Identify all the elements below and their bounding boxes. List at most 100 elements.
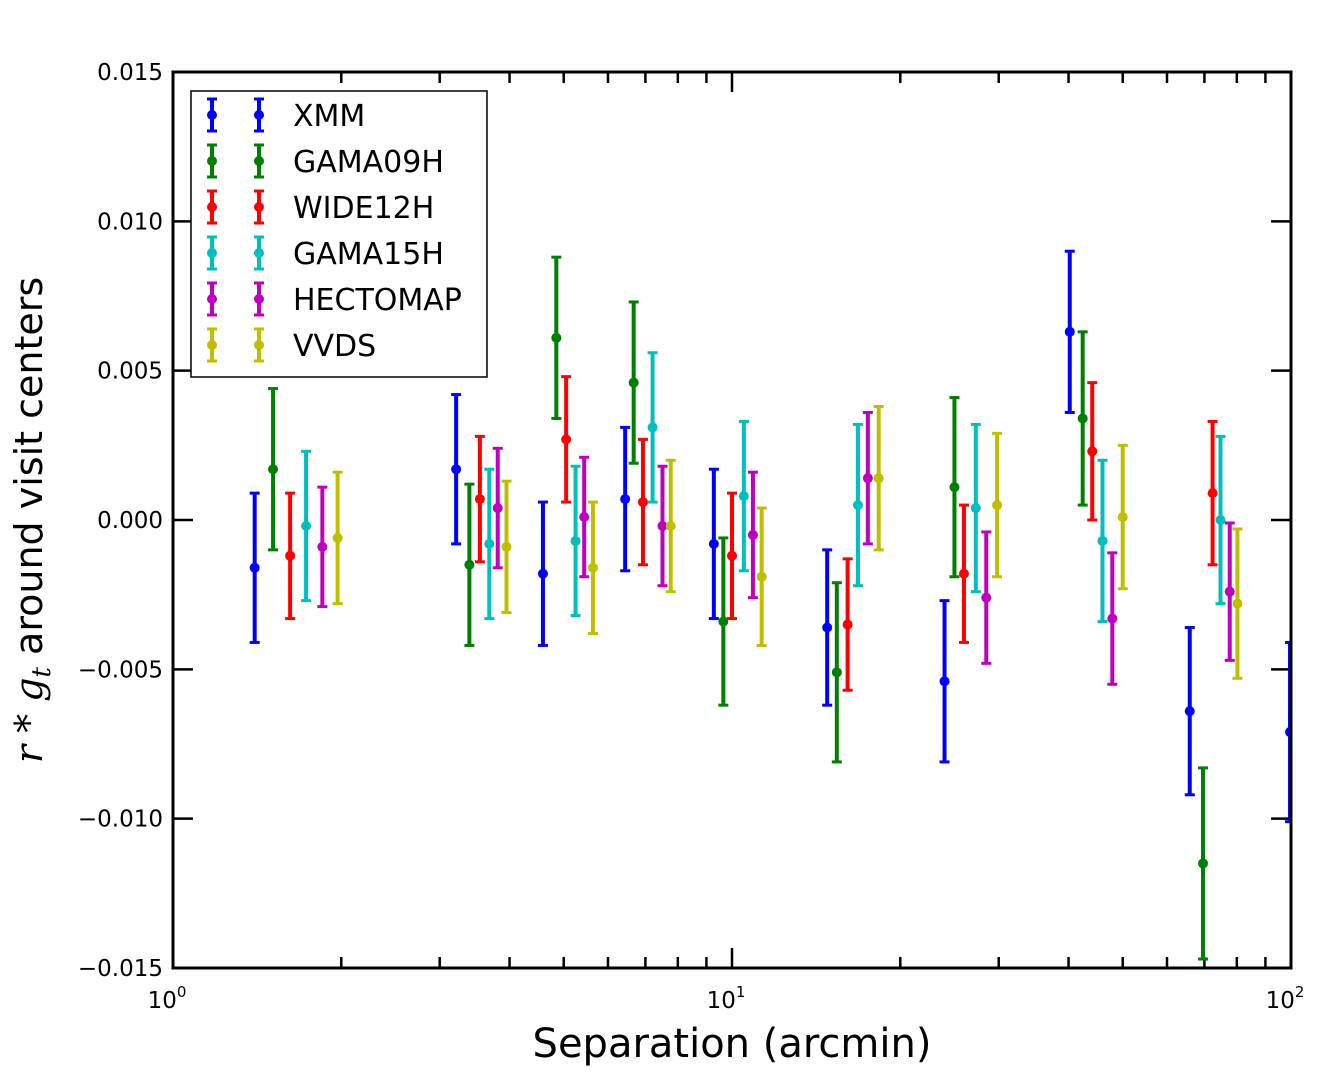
series-gama09h xyxy=(268,255,1209,961)
legend-label: VVDS xyxy=(293,329,376,364)
data-point xyxy=(718,616,729,627)
data-point xyxy=(451,464,462,475)
legend-entry: XMM xyxy=(207,97,365,134)
data-point xyxy=(852,500,863,511)
legend-entry: GAMA09H xyxy=(207,143,444,180)
x-tick-label: 100 xyxy=(148,983,187,1014)
data-point xyxy=(970,503,981,514)
legend-marker-point xyxy=(254,156,264,166)
legend-marker-point xyxy=(254,294,264,304)
y-tick-label: −0.005 xyxy=(78,657,163,683)
data-point xyxy=(492,503,503,514)
data-point xyxy=(1184,706,1195,717)
legend-label: GAMA15H xyxy=(293,237,444,272)
legend-marker-point xyxy=(254,340,264,350)
data-point xyxy=(628,377,639,388)
legend-marker-point xyxy=(207,340,217,350)
legend-entry: HECTOMAP xyxy=(207,281,462,318)
data-point xyxy=(842,619,853,630)
data-point xyxy=(1117,512,1128,523)
y-axis-label-math: r * g xyxy=(7,678,51,764)
data-point xyxy=(570,535,581,546)
data-point xyxy=(981,592,992,603)
series-gama15h xyxy=(301,351,1226,624)
y-axis-label-subscript: t xyxy=(27,667,57,678)
data-point xyxy=(708,538,719,549)
y-tick-label: 0.000 xyxy=(97,508,163,534)
legend-entry: WIDE12H xyxy=(207,189,434,226)
x-tick-label: 102 xyxy=(1266,983,1305,1014)
series-layer xyxy=(249,249,1291,961)
y-axis-label-text: around visit centers xyxy=(7,277,51,667)
y-tick-label: 0.015 xyxy=(97,60,163,86)
data-point xyxy=(958,568,969,579)
data-point xyxy=(992,500,1003,511)
data-point xyxy=(317,541,328,552)
data-point xyxy=(501,541,512,552)
x-tick-labels: 100 101 102 xyxy=(148,983,1305,1014)
data-point xyxy=(665,520,676,531)
data-point xyxy=(637,497,648,508)
data-point xyxy=(727,550,737,561)
data-point xyxy=(831,667,842,678)
data-point xyxy=(249,562,260,573)
minor-ticks xyxy=(340,72,1267,968)
legend-entry: VVDS xyxy=(207,327,376,364)
data-point xyxy=(1232,598,1243,609)
data-point xyxy=(561,434,572,445)
data-point xyxy=(1198,858,1209,869)
legend-entry: GAMA15H xyxy=(207,235,444,272)
data-point xyxy=(862,473,873,484)
data-point xyxy=(873,473,884,484)
data-point xyxy=(484,538,495,549)
data-point xyxy=(620,494,631,505)
legend-marker-point xyxy=(207,110,217,120)
legend-marker-point xyxy=(207,294,217,304)
y-tick-label: −0.015 xyxy=(78,956,163,982)
data-point xyxy=(1224,586,1235,597)
y-axis-label: r * gt around visit centers xyxy=(7,277,57,763)
data-point xyxy=(1064,326,1075,337)
data-point xyxy=(1097,535,1108,546)
data-point xyxy=(579,512,590,523)
data-point xyxy=(738,491,749,502)
data-point xyxy=(939,676,950,687)
legend-marker-point xyxy=(254,248,264,258)
data-point xyxy=(1207,488,1218,499)
legend-label: XMM xyxy=(293,99,365,134)
data-point xyxy=(657,520,668,531)
legend-box xyxy=(190,90,488,378)
y-tick-label: 0.010 xyxy=(97,209,163,235)
legend-label: HECTOMAP xyxy=(293,283,462,318)
legend-marker-point xyxy=(207,202,217,212)
y-tick-label: 0.005 xyxy=(97,359,163,385)
legend-label: WIDE12H xyxy=(293,191,434,226)
x-tick-label: 101 xyxy=(707,983,746,1014)
data-point xyxy=(756,571,767,582)
data-point xyxy=(949,482,960,493)
legend-marker-point xyxy=(254,202,264,212)
series-wide12h xyxy=(285,375,1218,692)
x-axis-label: Separation (arcmin) xyxy=(533,1021,932,1067)
data-point xyxy=(822,622,833,633)
y-tick-label: −0.010 xyxy=(78,807,163,833)
legend-marker-point xyxy=(254,110,264,120)
data-point xyxy=(537,568,548,579)
data-point xyxy=(1215,515,1226,525)
y-tick-labels: −0.015 −0.010 −0.005 0.000 0.005 0.010 0.015 xyxy=(78,60,163,982)
data-point xyxy=(1107,613,1118,624)
data-point xyxy=(301,520,312,531)
data-point xyxy=(268,464,279,475)
legend-label: GAMA09H xyxy=(293,145,444,180)
legend-marker-point xyxy=(207,248,217,258)
plot-frame xyxy=(171,70,1293,970)
data-point xyxy=(332,532,343,543)
data-point xyxy=(285,550,296,561)
data-point xyxy=(551,332,562,343)
data-point xyxy=(747,529,758,540)
data-point xyxy=(1087,446,1098,457)
legend-marker-point xyxy=(207,156,217,166)
data-point xyxy=(464,559,475,570)
legend: XMM GAMA09H WIDE12H GAMA15H HECTOMAP VVDS xyxy=(190,90,488,378)
